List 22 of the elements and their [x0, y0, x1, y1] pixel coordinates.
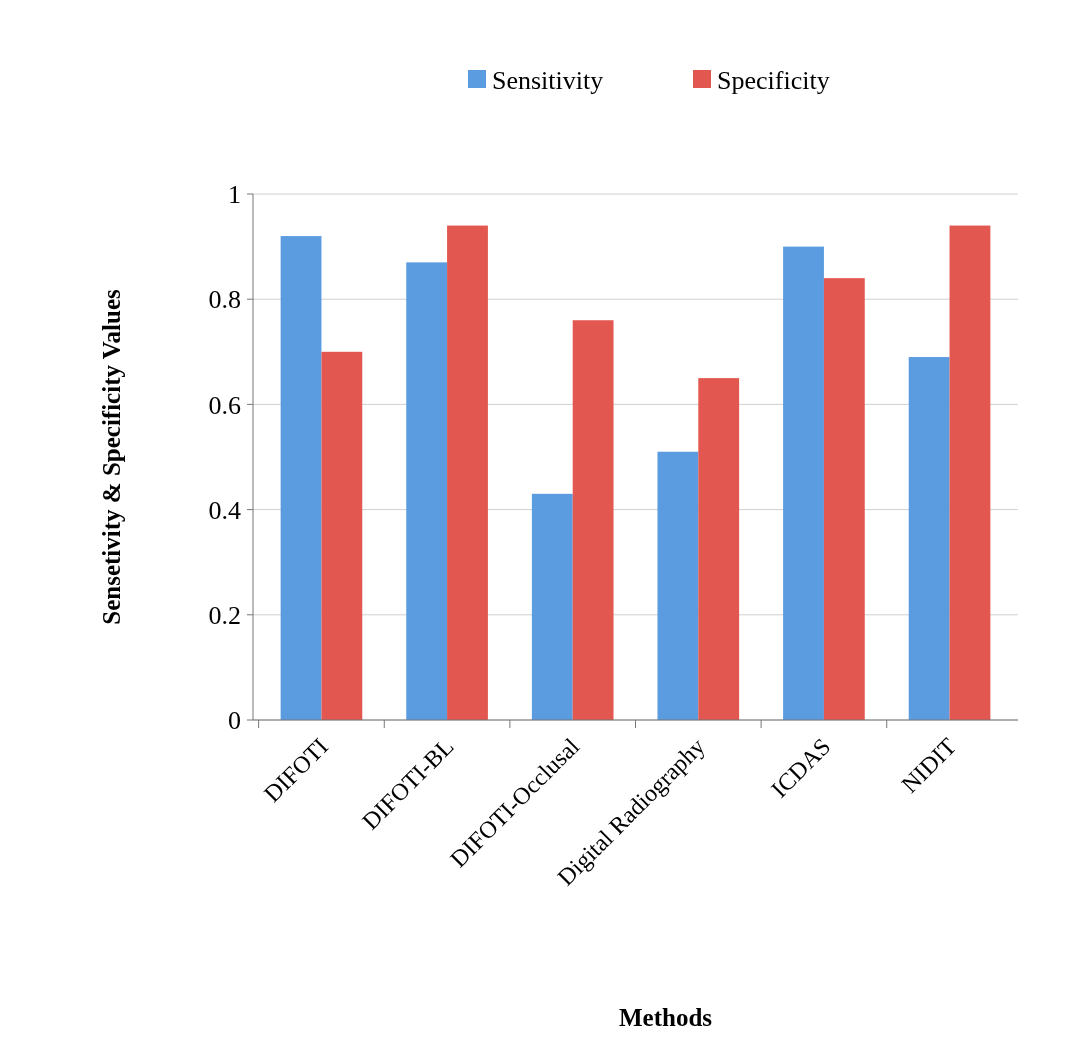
bar [783, 246, 824, 720]
x-axis-title: Methods [618, 1004, 713, 1031]
bar [698, 378, 740, 720]
bar [823, 278, 865, 720]
y-tick-label: 0.2 [208, 600, 241, 630]
legend-label: Specificity [717, 66, 830, 96]
bar [949, 225, 991, 720]
bar [321, 351, 363, 720]
bar [447, 225, 488, 720]
bar [280, 236, 322, 720]
bar [908, 357, 950, 720]
legend-label: Sensitivity [492, 66, 604, 96]
y-tick-label: 0.4 [208, 495, 241, 525]
y-tick-label: 1 [228, 180, 241, 210]
bar [657, 451, 699, 720]
y-tick-label: 0.6 [208, 390, 241, 420]
bar [531, 493, 573, 720]
y-tick-label: 0 [228, 706, 241, 736]
y-axis-title: Sensetivity & Specificity Values [98, 289, 125, 625]
bar [572, 320, 614, 720]
y-tick-label: 0.8 [208, 285, 241, 315]
bar [406, 262, 448, 720]
